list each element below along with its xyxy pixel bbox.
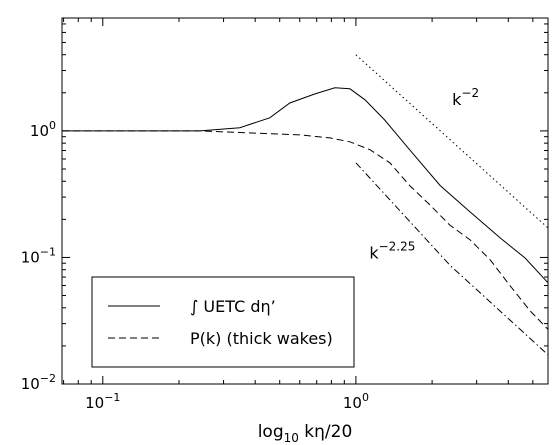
x-tick-label-exponent: 0 [362,391,369,404]
y-tick-label-base: 10 [21,248,40,266]
y-tick-label-exponent: −1 [40,245,56,258]
plot-frame [61,17,549,385]
x-tick-label-base: 10 [85,394,104,412]
series-line [62,87,549,284]
legend-label: ∫ UETC dη’ [190,297,276,316]
annotation-base: k [369,244,379,263]
legend-box [91,276,355,368]
y-tick-label-base: 10 [21,375,40,393]
series-line [62,130,549,330]
y-tick-label-exponent: 0 [49,119,56,132]
y-tick-label: 100 [30,119,56,140]
legend-label: P(k) (thick wakes) [190,329,333,348]
x-tick-label-exponent: −1 [104,391,120,404]
annotation-base: k [452,90,462,109]
annotation: k−2.25 [369,240,415,263]
annotation-exponent: −2 [461,86,479,100]
x-tick-label: 10−1 [85,391,120,412]
series-line [355,54,549,229]
y-tick-label-exponent: −2 [40,372,56,385]
x-axis-label-sub: 10 [284,431,299,445]
y-tick-label: 10−1 [21,245,56,266]
y-tick-label-base: 10 [30,122,49,140]
y-tick-label: 10−2 [21,372,56,393]
x-tick-label: 100 [343,391,369,412]
x-tick-label-base: 10 [343,394,362,412]
series-line [355,162,549,356]
x-axis-label: log10 kη/20 [258,422,353,445]
annotation-exponent: −2.25 [379,240,416,254]
x-axis-label-text: log [258,422,284,442]
x-axis-label-rest: kη/20 [299,422,352,442]
annotation: k−2 [452,86,479,109]
